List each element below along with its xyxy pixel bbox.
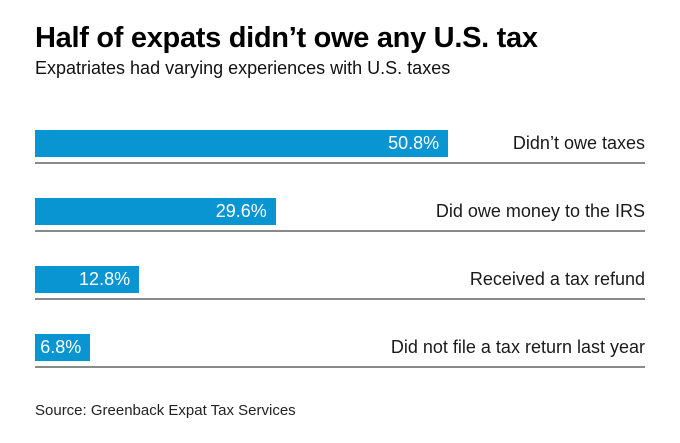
- bar: 12.8%: [35, 266, 140, 293]
- bar-category-label: Did not file a tax return last year: [390, 337, 645, 357]
- bar-category-label: Did owe money to the IRS: [435, 201, 645, 221]
- bar-value-label: 50.8%: [388, 133, 440, 153]
- bar-track: 50.8%: [35, 130, 645, 164]
- bar-value-label: 12.8%: [79, 269, 131, 289]
- bar-track: 12.8%: [35, 266, 645, 300]
- bar-track: 6.8%: [35, 334, 645, 368]
- chart-subtitle: Expatriates had varying experiences with…: [35, 58, 451, 78]
- bar: 29.6%: [35, 198, 276, 225]
- source-attribution: Source: Greenback Expat Tax Services: [35, 402, 296, 419]
- chart-row: 6.8% Did not file a tax return last year: [35, 334, 645, 368]
- bar-track: 29.6%: [35, 198, 645, 232]
- bar-value-label: 6.8%: [40, 337, 82, 357]
- bar-chart: 50.8% Didn’t owe taxes 29.6% Did owe money …: [35, 130, 645, 368]
- bar: 50.8%: [35, 130, 449, 157]
- bar-value-label: 29.6%: [215, 201, 267, 221]
- bar-category-label: Didn’t owe taxes: [512, 133, 645, 153]
- bar: 6.8%: [35, 334, 91, 361]
- chart-header: Half of expats didn’t owe any U.S. tax E…: [35, 22, 645, 79]
- chart-row: 12.8% Received a tax refund: [35, 266, 645, 300]
- bar-category-label: Received a tax refund: [469, 269, 645, 289]
- chart-title: Half of expats didn’t owe any U.S. tax: [35, 22, 538, 54]
- chart-row: 50.8% Didn’t owe taxes: [35, 130, 645, 164]
- chart-row: 29.6% Did owe money to the IRS: [35, 198, 645, 232]
